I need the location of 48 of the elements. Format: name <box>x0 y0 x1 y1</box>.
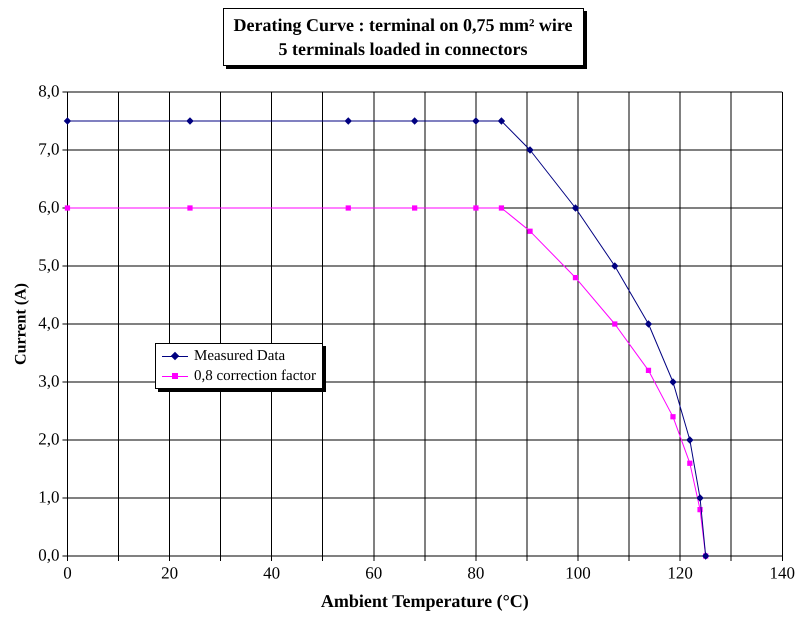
legend-label: Measured Data <box>194 347 286 366</box>
point <box>187 205 193 211</box>
x-tick-label: 140 <box>770 564 795 583</box>
x-tick-label: 100 <box>565 564 591 583</box>
y-tick-label: 4,0 <box>38 313 60 332</box>
point <box>696 494 704 502</box>
y-tick-label: 8,0 <box>38 81 60 100</box>
chart-title: Derating Curve : terminal on 0,75 mm² wire <box>234 14 572 37</box>
point <box>644 320 652 328</box>
y-tick-label: 7,0 <box>38 139 60 158</box>
y-tick-label: 5,0 <box>38 255 60 274</box>
x-tick-label: 120 <box>667 564 693 583</box>
y-tick-label: 1,0 <box>38 487 60 506</box>
y-tick-label: 2,0 <box>38 429 60 448</box>
x-tick-label: 20 <box>161 564 178 583</box>
x-tick-label: 0 <box>63 564 72 583</box>
point <box>687 460 692 466</box>
legend-label: 0,8 correction factor <box>194 367 316 386</box>
point <box>64 205 70 211</box>
point <box>669 378 676 386</box>
x-tick-label: 60 <box>365 564 382 583</box>
point <box>572 204 579 212</box>
point <box>412 205 418 211</box>
y-tick-label: 0,0 <box>38 545 60 564</box>
point <box>411 118 418 124</box>
point <box>527 228 533 234</box>
point <box>498 118 505 124</box>
y-tick-label: 3,0 <box>38 371 60 390</box>
chart-subtitle: 5 terminals loaded in connectors <box>278 38 528 61</box>
point <box>612 321 618 327</box>
x-tick-label: 40 <box>263 564 280 583</box>
point <box>344 118 352 124</box>
point <box>473 205 479 211</box>
point <box>670 414 676 420</box>
point <box>526 146 534 154</box>
y-axis-title: Current (A) <box>12 283 30 365</box>
point <box>472 118 480 124</box>
point <box>646 368 652 374</box>
point <box>498 205 504 211</box>
x-tick-label: 80 <box>467 564 484 583</box>
x-axis-title: Ambient Temperature (°C) <box>320 590 529 611</box>
point <box>346 205 351 211</box>
y-tick-label: 6,0 <box>38 197 60 216</box>
point <box>686 436 694 444</box>
point <box>186 118 194 124</box>
point <box>64 118 71 124</box>
point <box>572 274 578 280</box>
point <box>611 262 618 270</box>
